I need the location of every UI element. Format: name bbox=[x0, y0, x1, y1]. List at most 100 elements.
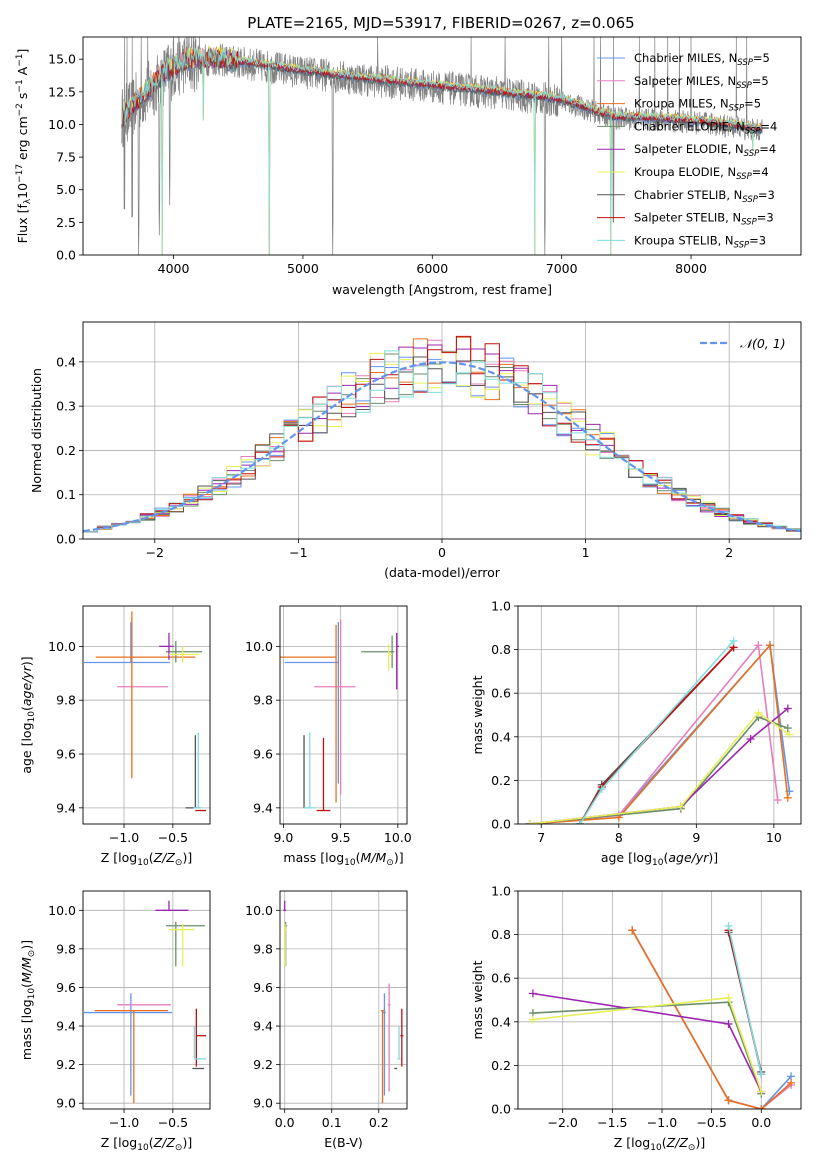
spectrum-legend: Chabrier MILES, NSSP=5 Salpeter MILES, NS… bbox=[597, 51, 777, 250]
massweight-vs-Z-xtick-label: −1.0 bbox=[647, 1115, 677, 1130]
age-vs-Z-ytick-label: 9.6 bbox=[56, 747, 76, 762]
massweight-vs-Z-series-line bbox=[532, 992, 763, 1092]
residuals-xtick-label: 0 bbox=[438, 545, 446, 560]
age-vs-Z-ytick-label: 10.0 bbox=[48, 639, 76, 654]
massweight-vs-age-ytick-label: 0.2 bbox=[491, 773, 511, 788]
massweight-vs-age-series-line bbox=[579, 640, 735, 824]
massweight-vs-Z-ytick-label: 0.0 bbox=[491, 1102, 511, 1117]
mass-vs-Z-ytick-label: 9.6 bbox=[56, 980, 76, 995]
residuals-ytick-label: 0.3 bbox=[56, 399, 76, 414]
massweight-vs-age-ytick-label: 0.0 bbox=[491, 817, 511, 832]
gaussian-reference-curve bbox=[83, 361, 801, 533]
age-vs-Z-ytick-label: 9.4 bbox=[56, 800, 76, 815]
spectrum-ylabel: Flux [fλ10−17 erg cm−2 s−1 A−1] bbox=[15, 49, 33, 244]
age-vs-mass-ytick-label: 9.6 bbox=[253, 747, 273, 762]
mass-vs-Z-panel: −1.0 −0.5 9.0 9.2 9.4 9.6 9.8 10.0 Z [log10(Z/Z⊙… bbox=[19, 890, 211, 1153]
massweight-vs-Z-frame bbox=[517, 890, 802, 1110]
age-vs-mass-ytick-label: 10.0 bbox=[245, 639, 273, 654]
massweight-vs-age-series-line bbox=[579, 646, 735, 824]
massweight-vs-age-series-line bbox=[529, 643, 789, 824]
mass-vs-EBV-xlabel: E(B-V) bbox=[324, 1135, 363, 1150]
residuals-xtick-label: 1 bbox=[582, 545, 590, 560]
massweight-vs-Z-ylabel: mass weight bbox=[470, 960, 485, 1039]
age-vs-mass-xtick-label: 9.0 bbox=[273, 830, 293, 845]
residuals-plot-area bbox=[83, 322, 801, 539]
legend-label: Kroupa ELODIE, NSSP=4 bbox=[634, 165, 769, 182]
age-vs-mass-xtick-label: 10.0 bbox=[384, 830, 412, 845]
age-vs-Z-xlabel: Z [log10(Z/Z⊙)] bbox=[101, 850, 192, 868]
age-vs-mass-frame bbox=[279, 605, 408, 825]
massweight-vs-Z-ytick-label: 0.6 bbox=[491, 971, 511, 986]
mass-vs-Z-ytick-label: 9.8 bbox=[56, 941, 76, 956]
massweight-vs-Z-series-line bbox=[727, 925, 763, 1075]
massweight-vs-Z-xlabel: Z [log10(Z/Z⊙)] bbox=[614, 1135, 705, 1153]
legend-label: Chabrier ELODIE, NSSP=4 bbox=[634, 119, 777, 136]
spectrum-model-line bbox=[121, 48, 763, 136]
massweight-vs-age-ytick-label: 0.4 bbox=[491, 729, 511, 744]
spectrum-xtick-label: 4000 bbox=[158, 261, 190, 276]
mass-vs-EBV-xtick-label: 0.1 bbox=[322, 1115, 342, 1130]
mass-vs-Z-ytick-label: 9.4 bbox=[56, 1019, 76, 1034]
age-vs-Z-plot-area bbox=[83, 606, 210, 824]
legend-label: Salpeter STELIB, NSSP=3 bbox=[634, 211, 774, 228]
massweight-vs-age-series-line bbox=[579, 646, 735, 824]
mass-vs-Z-ytick-label: 10.0 bbox=[48, 903, 76, 918]
residuals-ytick-label: 0.4 bbox=[56, 354, 76, 369]
legend-label: Kroupa STELIB, NSSP=3 bbox=[634, 233, 766, 250]
mass-vs-EBV-panel: 0.0 0.1 0.2 9.0 9.2 9.4 9.6 9.8 10.0 E(B-V) bbox=[245, 890, 408, 1150]
gaussian-legend-label: 𝒩(0, 1) bbox=[740, 336, 786, 351]
spectrum-ytick-label: 0.0 bbox=[56, 248, 76, 263]
mass-vs-EBV-ytick-label: 9.0 bbox=[253, 1096, 273, 1111]
massweight-vs-age-xtick-label: 10 bbox=[766, 830, 782, 845]
massweight-vs-Z-xtick-label: −2.0 bbox=[548, 1115, 578, 1130]
legend-label: Chabrier STELIB, NSSP=3 bbox=[634, 188, 775, 205]
residuals-panel: −2 −1 0 1 2 0.0 0.1 0.2 0.3 0.4 𝒩(0, 1) (data-model… bbox=[29, 321, 802, 580]
massweight-vs-age-ylabel: mass weight bbox=[470, 675, 485, 754]
residuals-ytick-label: 0.2 bbox=[56, 443, 76, 458]
massweight-vs-age-series-line bbox=[529, 643, 791, 824]
mass-vs-EBV-frame bbox=[279, 890, 408, 1110]
spectrum-xtick-label: 6000 bbox=[416, 261, 448, 276]
spectrum-panel: 4000 5000 6000 7000 8000 0.0 2.5 5.0 7.5 10.0 12.5… bbox=[15, 36, 802, 297]
age-vs-Z-panel: −1.0 −0.5 9.4 9.6 9.8 10.0 Z [log10(Z/Z⊙)] age … bbox=[19, 605, 211, 868]
figure-title: PLATE=2165, MJD=53917, FIBERID=0267, z=0… bbox=[247, 14, 634, 32]
spectrum-ytick-label: 10.0 bbox=[48, 117, 76, 132]
residuals-ytick-label: 0.1 bbox=[56, 487, 76, 502]
residuals-ytick-label: 0.0 bbox=[56, 532, 76, 547]
age-vs-mass-ytick-label: 9.4 bbox=[253, 800, 273, 815]
age-vs-Z-xtick-label: −1.0 bbox=[109, 830, 139, 845]
legend-label: Salpeter MILES, NSSP=5 bbox=[634, 74, 769, 91]
age-vs-mass-xtick-label: 9.5 bbox=[331, 830, 351, 845]
spectrum-ytick-label: 7.5 bbox=[56, 150, 76, 165]
massweight-vs-age-ytick-label: 0.8 bbox=[491, 642, 511, 657]
mass-vs-EBV-xtick-label: 0.2 bbox=[369, 1115, 389, 1130]
spectrum-xtick-label: 7000 bbox=[546, 261, 578, 276]
mass-vs-EBV-plot-area bbox=[280, 891, 407, 1109]
mass-vs-EBV-ytick-label: 10.0 bbox=[245, 903, 273, 918]
mass-vs-Z-xtick-label: −1.0 bbox=[109, 1115, 139, 1130]
massweight-vs-Z-plot-area bbox=[518, 891, 801, 1109]
massweight-vs-Z-ytick-label: 0.4 bbox=[491, 1014, 511, 1029]
massweight-vs-age-xtick-label: 9 bbox=[692, 830, 700, 845]
massweight-vs-age-xlabel: age [log10(age/yr)] bbox=[601, 850, 718, 868]
legend-label: Chabrier MILES, NSSP=5 bbox=[634, 51, 770, 68]
mass-vs-EBV-ytick-label: 9.6 bbox=[253, 980, 273, 995]
spectrum-ytick-label: 12.5 bbox=[48, 84, 76, 99]
age-vs-Z-frame bbox=[82, 605, 211, 825]
mass-vs-EBV-ytick-label: 9.8 bbox=[253, 941, 273, 956]
residuals-frame bbox=[82, 321, 802, 540]
spectrum-xtick-label: 8000 bbox=[675, 261, 707, 276]
massweight-vs-Z-panel: −2.0 −1.5 −1.0 −0.5 0.0 0.0 0.2 0.4 0.6 0.8 1.0 Z [… bbox=[470, 884, 802, 1153]
massweight-vs-age-ytick-label: 1.0 bbox=[491, 599, 511, 614]
age-vs-Z-ylabel: age [log10(age/yr)] bbox=[19, 656, 37, 773]
residuals-ylabel: Normed distribution bbox=[29, 368, 44, 493]
mass-vs-Z-ytick-label: 9.2 bbox=[56, 1057, 76, 1072]
age-vs-Z-ytick-label: 9.8 bbox=[56, 693, 76, 708]
massweight-vs-age-ytick-label: 0.6 bbox=[491, 686, 511, 701]
massweight-vs-Z-xtick-label: −1.5 bbox=[597, 1115, 627, 1130]
massweight-vs-Z-ytick-label: 1.0 bbox=[491, 884, 511, 899]
massweight-vs-age-frame bbox=[517, 605, 802, 825]
residuals-xlabel: (data-model)/error bbox=[384, 565, 501, 580]
mass-vs-EBV-ytick-label: 9.4 bbox=[253, 1019, 273, 1034]
